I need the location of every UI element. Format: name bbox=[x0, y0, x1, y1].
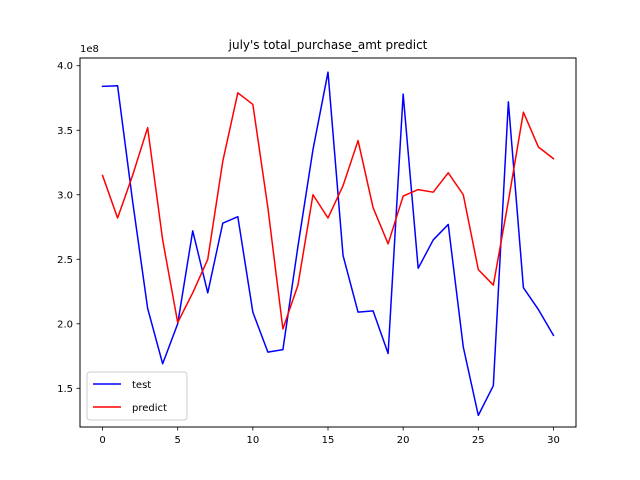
series-layer bbox=[101, 71, 555, 417]
x-tick-label: 30 bbox=[547, 435, 560, 446]
x-axis-ticks: 0 5 10 15 20 25 30 bbox=[99, 427, 560, 446]
legend: test predict bbox=[86, 371, 188, 421]
y-axis-offset-label: 1e8 bbox=[80, 44, 99, 55]
x-tick-label: 10 bbox=[246, 435, 259, 446]
x-tick-label: 25 bbox=[472, 435, 485, 446]
x-tick-label: 0 bbox=[99, 435, 105, 446]
y-tick-label: 3.5 bbox=[57, 126, 73, 137]
y-tick-label: 3.0 bbox=[57, 190, 73, 201]
y-axis-ticks: 1.5 2.0 2.5 3.0 3.5 4.0 bbox=[57, 61, 80, 395]
legend-label-test: test bbox=[132, 380, 151, 391]
x-tick-label: 20 bbox=[397, 435, 410, 446]
y-tick-label: 4.0 bbox=[57, 61, 73, 72]
y-tick-label: 2.5 bbox=[57, 255, 73, 266]
y-tick-label: 1.5 bbox=[57, 384, 73, 395]
plot-area-frame bbox=[79, 57, 577, 428]
y-tick-label: 2.0 bbox=[57, 319, 73, 330]
series-line-test bbox=[101, 71, 555, 417]
x-tick-label: 15 bbox=[322, 435, 335, 446]
x-tick-label: 5 bbox=[175, 435, 181, 446]
series-line-predict bbox=[101, 92, 555, 330]
chart-title: july's total_purchase_amt predict bbox=[228, 38, 428, 52]
legend-label-predict: predict bbox=[132, 403, 167, 414]
